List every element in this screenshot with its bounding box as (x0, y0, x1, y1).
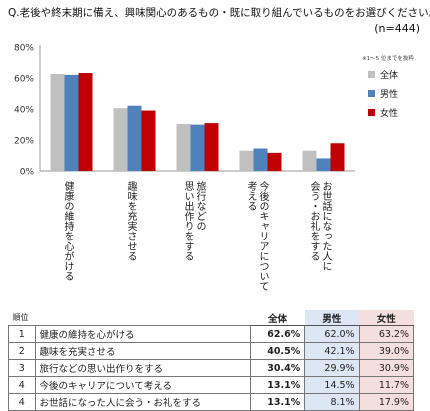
bar-total (176, 123, 191, 171)
rank-cell: 2 (8, 342, 36, 360)
category-label: 今後のキャリアについて (257, 180, 269, 291)
bar-female (267, 152, 282, 171)
y-tick-label: 40% (14, 106, 34, 116)
category-label: 思い出作りをする (182, 181, 194, 261)
total-header: 全体 (250, 310, 305, 326)
category-label: お世話になった人に (320, 181, 332, 271)
female-cell: 17.9% (358, 393, 415, 411)
item-header (35, 310, 250, 326)
bar-male (253, 148, 268, 171)
bar-male (316, 158, 331, 171)
legend-label: 男性 (380, 88, 398, 100)
bar-male (64, 74, 79, 171)
total-cell: 13.1% (249, 393, 306, 411)
table-row: 2 趣味を充実させる 40.5% 42.1% 39.0% (8, 342, 415, 360)
table-row: 3 旅行などの思い出作りをする 30.4% 29.9% 30.9% (8, 359, 415, 377)
male-cell: 29.9% (304, 359, 360, 377)
bar-female (141, 110, 156, 171)
bar-chart: 0% 20% 40% 60% 80% 健康の維持を心がける 趣味を充実させる 旅行などの思い出… (14, 44, 414, 292)
item-cell: お世話になった人に会う・お礼をする (34, 393, 251, 411)
category-label: 考える (245, 181, 257, 211)
category-label: 旅行などの (194, 180, 206, 231)
female-cell: 30.9% (358, 359, 415, 377)
rank-header: 順位 (12, 313, 29, 322)
bar-total (113, 108, 128, 171)
table-row: 4 お世話になった人に会う・お礼をする 13.1% 8.1% 17.9% (8, 393, 415, 411)
item-cell: 趣味を充実させる (34, 342, 251, 360)
ranking-table: 順位 全体 男性 女性 1 健康の維持を心がける 62.6% 62.0% 63.2% 2 趣… (8, 310, 415, 411)
question-text: Q.老後や終末期に備え、興味関心のあるもの・既に取り組んでいるものをお選びくださ… (8, 7, 430, 19)
male-cell: 42.1% (304, 342, 360, 360)
legend-swatch (368, 90, 375, 97)
category-label: 会う・お礼をする (308, 180, 320, 261)
table-header-row: 順位 全体 男性 女性 (9, 310, 414, 326)
total-cell: 62.6% (249, 325, 306, 343)
total-cell: 40.5% (249, 342, 306, 360)
total-cell: 13.1% (249, 376, 306, 394)
rank-cell: 3 (8, 359, 36, 377)
bar-male (190, 124, 205, 171)
sample-size: (n=444) (374, 22, 420, 35)
bar-female (78, 73, 93, 171)
male-header: 男性 (304, 310, 360, 326)
category-label: 健康の維持を心がける (62, 181, 74, 281)
male-cell: 14.5% (304, 376, 360, 394)
legend-note: ※1～5 位までを抜粋 (362, 54, 414, 62)
item-cell: 健康の維持を心がける (34, 325, 251, 343)
table-row: 4 今後のキャリアについて考える 13.1% 14.5% 11.7% (8, 376, 415, 394)
bar-total (302, 150, 317, 171)
legend-label: 女性 (380, 107, 398, 119)
table-row: 1 健康の維持を心がける 62.6% 62.0% 63.2% (8, 325, 415, 343)
total-cell: 30.4% (249, 359, 306, 377)
bar-male (127, 105, 142, 171)
female-cell: 63.2% (358, 325, 415, 343)
y-tick-label: 20% (14, 137, 34, 147)
legend-swatch (368, 109, 375, 116)
legend-label: 全体 (380, 69, 398, 81)
item-cell: 旅行などの思い出作りをする (34, 359, 251, 377)
bar-female (204, 123, 219, 171)
bar-female (330, 143, 345, 171)
y-tick-label: 80% (14, 44, 34, 54)
female-header: 女性 (359, 310, 414, 326)
y-tick-label: 0% (20, 168, 35, 178)
y-tick-label: 60% (14, 75, 34, 85)
rank-cell: 4 (8, 393, 36, 411)
bar-total (50, 73, 65, 171)
rank-cell: 1 (8, 325, 36, 343)
female-cell: 11.7% (358, 376, 415, 394)
category-label: 趣味を充実させる (125, 180, 137, 261)
male-cell: 62.0% (304, 325, 360, 343)
male-cell: 8.1% (304, 393, 360, 411)
rank-cell: 4 (8, 376, 36, 394)
bar-total (239, 150, 254, 171)
item-cell: 今後のキャリアについて考える (34, 376, 251, 394)
female-cell: 39.0% (358, 342, 415, 360)
legend-swatch (368, 71, 375, 78)
